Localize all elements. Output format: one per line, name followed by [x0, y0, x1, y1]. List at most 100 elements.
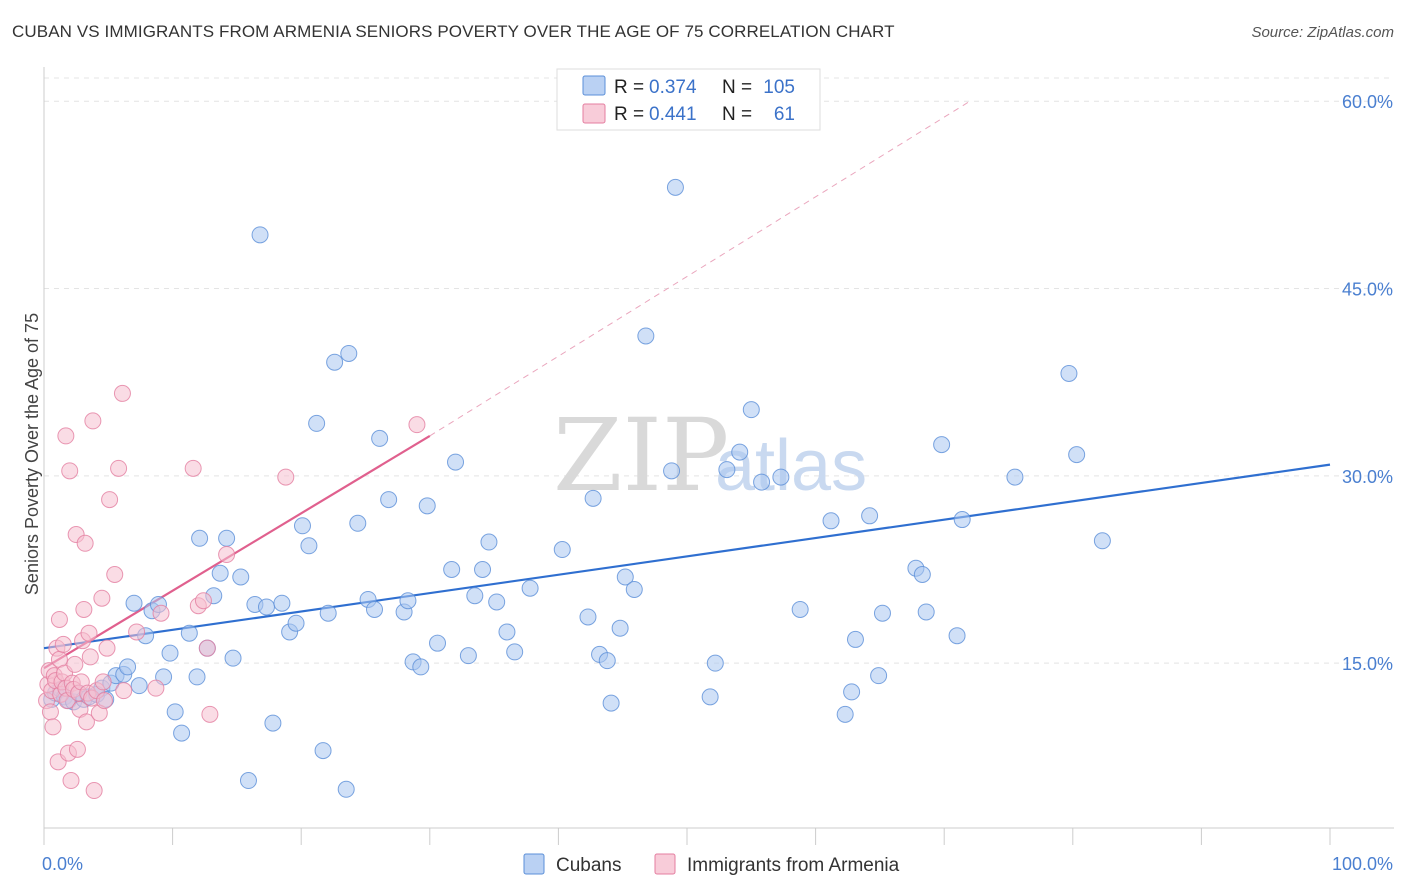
point-cubans: [211, 564, 229, 582]
y-tick-labels: 15.0% 30.0% 45.0% 60.0%: [1342, 92, 1393, 674]
series-armenia: [38, 384, 426, 800]
legend-r-label-cubans: R =: [614, 77, 644, 98]
point-cubans: [418, 497, 436, 515]
y-tick-label: 60.0%: [1342, 92, 1393, 112]
trend-line-extension-1: [429, 100, 971, 437]
point-cubans: [861, 507, 879, 525]
point-armenia: [147, 679, 165, 697]
point-armenia: [106, 566, 124, 584]
point-armenia: [66, 655, 84, 673]
watermark: ZIP atlas: [553, 397, 867, 514]
bottom-legend-swatch-armenia: [654, 853, 676, 875]
point-cubans: [498, 623, 516, 641]
point-cubans: [1006, 468, 1024, 486]
point-cubans: [459, 647, 477, 665]
point-cubans: [125, 594, 143, 612]
point-cubans: [602, 694, 620, 712]
point-cubans: [843, 683, 861, 701]
point-cubans: [191, 529, 209, 547]
point-cubans: [293, 517, 311, 535]
point-armenia: [77, 713, 95, 731]
point-armenia: [80, 624, 98, 642]
legend-swatch-cubans: [582, 75, 606, 96]
legend-n-label-cubans: N =: [722, 77, 752, 98]
point-cubans: [488, 593, 506, 611]
point-armenia: [194, 592, 212, 610]
point-cubans: [371, 429, 389, 447]
point-cubans: [846, 630, 864, 648]
point-armenia: [54, 635, 72, 653]
point-armenia: [198, 639, 216, 657]
point-cubans: [731, 443, 749, 461]
point-cubans: [616, 568, 634, 586]
point-cubans: [340, 344, 358, 362]
point-cubans: [257, 598, 275, 616]
point-cubans: [474, 561, 492, 579]
legend-r-value-cubans: 0.374: [649, 77, 697, 98]
bottom-legend-label-cubans: Cubans: [556, 855, 622, 876]
point-cubans: [218, 529, 236, 547]
point-cubans: [822, 512, 840, 530]
point-cubans: [264, 714, 282, 732]
legend-n-value-armenia: 61: [774, 104, 795, 125]
point-cubans: [753, 473, 771, 491]
point-cubans: [584, 489, 602, 507]
point-cubans: [314, 742, 332, 760]
trend-lines: [43, 100, 1331, 670]
point-armenia: [152, 604, 170, 622]
point-cubans: [308, 414, 326, 432]
point-cubans: [480, 533, 498, 551]
x-tick-labels: 0.0% 100.0%: [42, 854, 1393, 874]
point-cubans: [611, 619, 629, 637]
point-armenia: [408, 416, 426, 434]
point-cubans: [412, 658, 430, 676]
point-cubans: [1060, 364, 1078, 382]
point-cubans: [666, 178, 684, 196]
source-label: Source: ZipAtlas.com: [1251, 24, 1394, 41]
y-tick-label: 15.0%: [1342, 654, 1393, 674]
point-cubans: [188, 668, 206, 686]
point-armenia: [93, 589, 111, 607]
point-cubans: [429, 634, 447, 652]
point-armenia: [277, 468, 295, 486]
point-cubans: [166, 703, 184, 721]
series-cubans: [43, 178, 1111, 798]
point-armenia: [81, 648, 99, 666]
point-armenia: [84, 412, 102, 430]
legend-swatch-armenia: [582, 103, 606, 124]
point-armenia: [113, 384, 131, 402]
point-armenia: [75, 600, 93, 618]
x-tick-label-min: 0.0%: [42, 854, 83, 874]
point-cubans: [366, 600, 384, 618]
point-cubans: [933, 436, 951, 454]
legend-r-label-armenia: R =: [614, 104, 644, 125]
point-cubans: [319, 604, 337, 622]
point-cubans: [836, 705, 854, 723]
point-armenia: [57, 427, 75, 445]
legend-box: R = 0.374 N = 105 R = 0.441 N = 61: [556, 68, 821, 131]
point-cubans: [380, 491, 398, 509]
legend-r-value-armenia: 0.441: [649, 104, 697, 125]
point-cubans: [637, 327, 655, 345]
point-cubans: [948, 627, 966, 645]
point-cubans: [447, 453, 465, 471]
point-armenia: [61, 462, 79, 480]
y-tick-label: 45.0%: [1342, 280, 1393, 300]
bottom-legend: Cubans Immigrants from Armenia: [523, 853, 900, 876]
point-armenia: [50, 610, 68, 628]
x-tick-label-max: 100.0%: [1332, 854, 1393, 874]
point-cubans: [772, 468, 790, 486]
point-cubans: [953, 511, 971, 529]
point-cubans: [742, 401, 760, 419]
watermark-zip: ZIP: [553, 397, 729, 514]
point-cubans: [251, 226, 269, 244]
point-cubans: [917, 603, 935, 621]
y-tick-label: 30.0%: [1342, 467, 1393, 487]
point-cubans: [119, 658, 137, 676]
point-cubans: [466, 587, 484, 605]
point-cubans: [706, 654, 724, 672]
point-cubans: [701, 688, 719, 706]
point-armenia: [201, 705, 219, 723]
point-armenia: [101, 491, 119, 509]
